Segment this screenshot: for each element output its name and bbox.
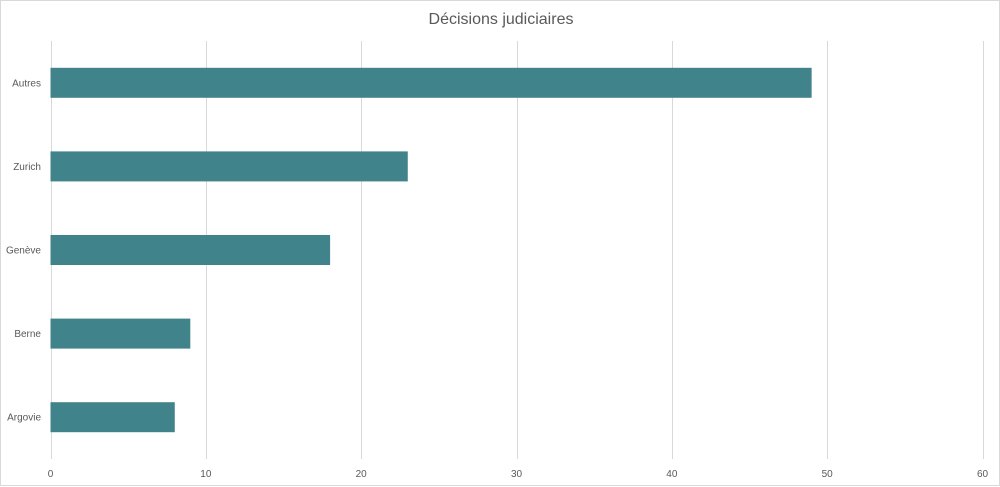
bar-autres [51, 68, 812, 98]
x-tick-label: 60 [977, 469, 989, 480]
bar-genève [51, 235, 331, 265]
bar-berne [51, 319, 191, 349]
category-label: Argovie [7, 413, 41, 424]
x-tick-labels: 0 10 20 30 40 50 60 [48, 469, 989, 480]
bar-argovie [51, 402, 175, 432]
category-label: Zurich [13, 162, 41, 173]
x-tick-label: 10 [200, 469, 212, 480]
category-label: Autres [12, 78, 41, 89]
category-label: Genève [6, 246, 41, 257]
x-tick-label: 0 [48, 469, 54, 480]
bar-zurich [51, 151, 408, 181]
category-label: Berne [14, 329, 41, 340]
x-tick-label: 30 [511, 469, 523, 480]
x-tick-label: 50 [822, 469, 834, 480]
x-tick-label: 20 [356, 469, 368, 480]
category-labels: Autres Zurich Genève Berne Argovie [6, 78, 41, 423]
chart-title: Décisions judiciaires [429, 11, 574, 28]
bars [51, 68, 812, 432]
x-tick-label: 40 [666, 469, 678, 480]
